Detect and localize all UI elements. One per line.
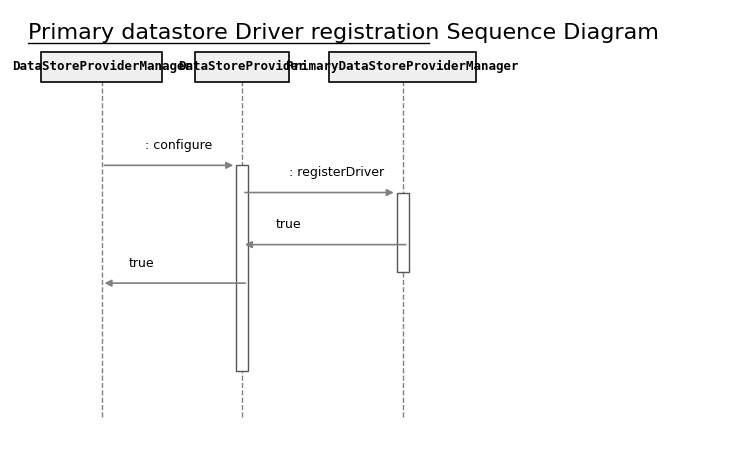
Bar xyxy=(397,193,409,272)
Text: DataStoreProviderManager: DataStoreProviderManager xyxy=(12,60,192,73)
Text: Primary datastore Driver registration Sequence Diagram: Primary datastore Driver registration Se… xyxy=(28,23,659,43)
Text: : configure: : configure xyxy=(145,139,212,152)
Text: DataStoreProvider: DataStoreProvider xyxy=(179,60,306,73)
Text: : registerDriver: : registerDriver xyxy=(289,166,384,179)
Text: PrimaryDataStoreProviderManager: PrimaryDataStoreProviderManager xyxy=(286,60,519,73)
Text: true: true xyxy=(128,256,154,270)
Text: true: true xyxy=(276,218,301,231)
Bar xyxy=(42,52,162,82)
Bar xyxy=(329,52,476,82)
Bar xyxy=(236,165,248,371)
Bar xyxy=(195,52,289,82)
